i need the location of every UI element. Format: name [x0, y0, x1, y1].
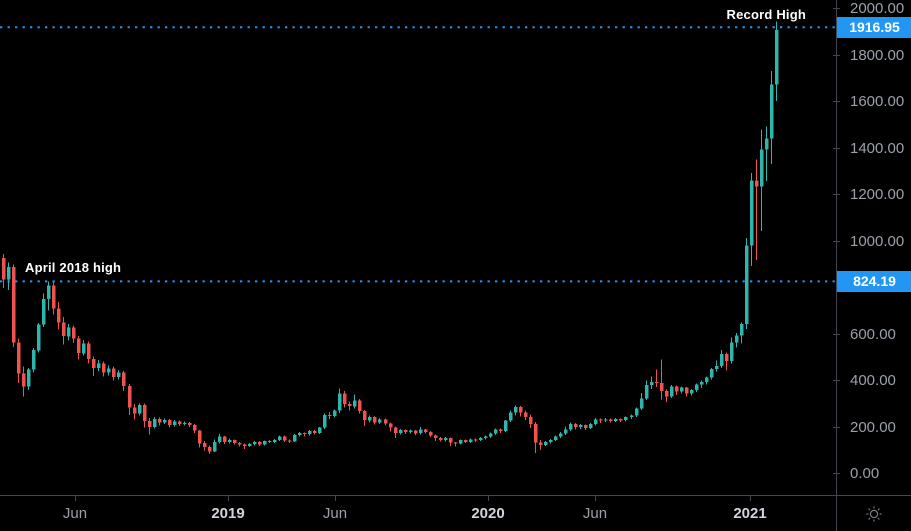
time-month-label: Jun — [62, 505, 88, 522]
price-tick-mark — [833, 194, 840, 195]
price-tick-mark — [833, 148, 840, 149]
time-tick-mark — [228, 496, 229, 501]
price-tick-mark — [833, 380, 840, 381]
price-tick-label: 600.00 — [850, 326, 896, 343]
time-year-label: 2020 — [471, 505, 505, 522]
price-tick-label: 1400.00 — [850, 140, 905, 157]
sun-settings-icon[interactable] — [865, 505, 883, 523]
chart-pane[interactable]: Record High April 2018 high — [0, 0, 836, 495]
time-axis[interactable]: Jun 2019 Jun 2020 Jun 2021 — [0, 495, 836, 531]
price-tick-label: 0.00 — [850, 465, 880, 482]
price-tick-mark — [833, 241, 840, 242]
april-2018-high-price-badge: 824.19 — [837, 271, 911, 292]
price-tick-label: 1200.00 — [850, 186, 905, 203]
candlestick-canvas[interactable] — [0, 0, 836, 495]
price-tick-label: 1800.00 — [850, 47, 905, 64]
time-tick-mark — [595, 496, 596, 501]
price-tick-label: 200.00 — [850, 419, 896, 436]
candles — [1, 21, 779, 455]
time-tick-mark — [488, 496, 489, 501]
price-tick-label: 1000.00 — [850, 233, 905, 250]
price-tick-mark — [833, 8, 840, 9]
time-year-label: 2019 — [211, 505, 245, 522]
time-tick-mark — [335, 496, 336, 501]
price-tick-mark — [833, 473, 840, 474]
record-high-price-badge: 1916.95 — [837, 17, 911, 38]
axis-settings-corner[interactable] — [836, 495, 911, 531]
price-axis[interactable]: 1916.95 824.19 2000.00 1800.00 1600.00 1400… — [833, 0, 911, 495]
record-high-label: Record High — [726, 7, 806, 22]
price-tick-mark — [833, 101, 840, 102]
sun-rays — [866, 505, 882, 522]
time-tick-mark — [75, 496, 76, 501]
price-tick-label: 400.00 — [850, 372, 896, 389]
april-2018-high-label: April 2018 high — [25, 260, 122, 275]
price-tick-mark — [833, 334, 840, 335]
time-year-label: 2021 — [733, 505, 767, 522]
time-month-label: Jun — [582, 505, 608, 522]
time-month-label: Jun — [322, 505, 348, 522]
price-tick-label: 1600.00 — [850, 93, 905, 110]
price-tick-mark — [833, 55, 840, 56]
time-tick-mark — [750, 496, 751, 501]
price-tick-label: 2000.00 — [850, 0, 905, 17]
price-tick-mark — [833, 427, 840, 428]
